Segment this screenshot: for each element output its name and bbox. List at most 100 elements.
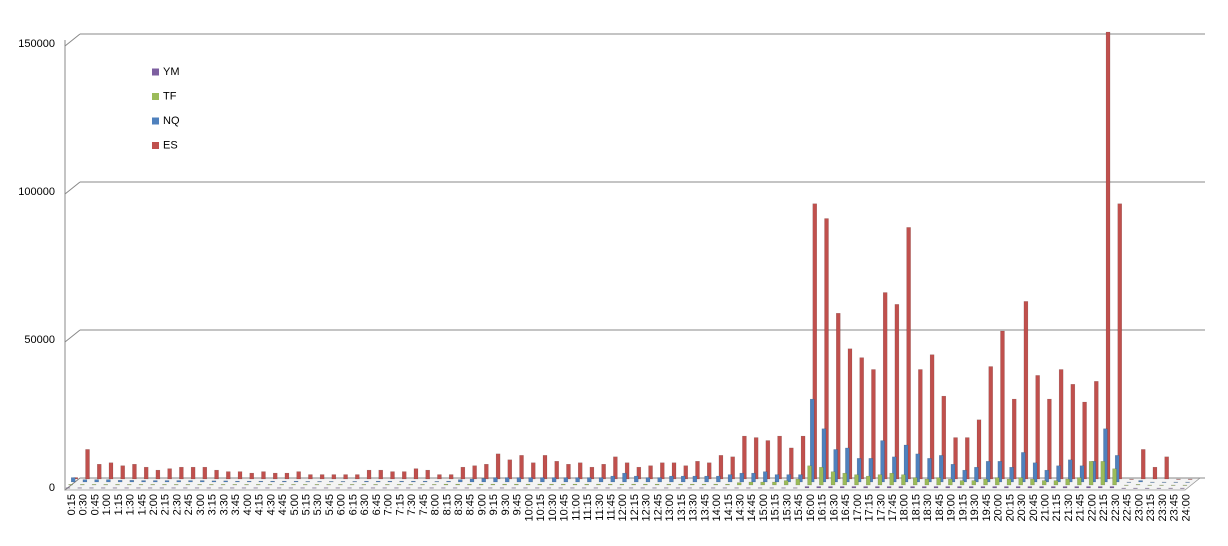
bar — [366, 469, 372, 480]
bar — [460, 466, 466, 480]
bar — [1098, 486, 1103, 489]
bar — [737, 482, 742, 486]
bar — [962, 469, 967, 483]
bar — [959, 480, 965, 486]
bar — [1103, 428, 1108, 483]
x-tick-label: 6:30 — [359, 494, 371, 515]
bar — [129, 480, 135, 483]
legend-label: NQ — [163, 115, 180, 127]
bar — [542, 455, 548, 480]
x-tick-label: 16:00 — [805, 494, 817, 522]
bar — [713, 483, 718, 486]
bar — [1094, 381, 1099, 480]
bar — [561, 483, 566, 486]
bar — [1053, 480, 1059, 486]
x-tick-label: 1:00 — [101, 494, 113, 515]
bar — [628, 487, 634, 489]
bar — [246, 480, 252, 483]
x-tick-label: 5:00 — [289, 494, 301, 515]
bar — [816, 486, 821, 489]
x-tick-label: 18:45 — [934, 494, 946, 522]
bar — [91, 484, 97, 486]
bar — [596, 483, 601, 486]
bar — [777, 435, 782, 480]
x-tick-label: 11:45 — [605, 494, 617, 521]
bar — [370, 487, 376, 489]
bar — [941, 395, 947, 480]
x-tick-label: 14:00 — [711, 494, 723, 522]
bar — [570, 487, 575, 489]
bar — [100, 487, 106, 489]
x-tick-label: 20:30 — [1016, 494, 1028, 522]
bar — [124, 487, 129, 489]
bar — [312, 487, 317, 489]
legend-label: YM — [163, 66, 180, 78]
bar — [141, 480, 146, 483]
bar — [847, 348, 853, 480]
bar — [429, 487, 434, 489]
bar — [273, 472, 278, 480]
bar — [927, 458, 932, 483]
bar — [326, 484, 331, 486]
bar — [373, 484, 378, 486]
bar — [382, 487, 387, 489]
bar — [950, 464, 956, 483]
bar — [680, 475, 686, 483]
bar — [760, 481, 765, 486]
bar — [80, 484, 85, 486]
x-tick-label: 18:00 — [899, 494, 911, 522]
bar — [1173, 481, 1179, 483]
bar — [1185, 481, 1190, 483]
bar — [1035, 375, 1040, 480]
bar — [147, 487, 153, 489]
bar — [441, 487, 446, 489]
bar — [1027, 486, 1033, 489]
x-tick-label: 0:30 — [78, 494, 90, 515]
bar — [607, 483, 613, 486]
bar — [877, 474, 883, 486]
bar — [394, 487, 399, 489]
bar — [631, 483, 636, 486]
bar — [361, 484, 367, 486]
bar — [417, 487, 423, 489]
bar — [202, 466, 208, 480]
bar — [948, 478, 953, 486]
bar — [296, 471, 301, 480]
legend-label: TF — [163, 90, 177, 102]
bar — [1032, 462, 1038, 483]
bar — [420, 484, 425, 486]
x-tick-label: 21:15 — [1051, 494, 1063, 522]
bar — [903, 444, 909, 483]
bar — [953, 437, 958, 480]
bar — [452, 487, 458, 489]
bar — [237, 471, 243, 480]
bar — [516, 477, 522, 483]
bar — [89, 487, 94, 489]
bar — [575, 477, 580, 483]
bar — [566, 464, 571, 480]
bar — [894, 304, 900, 480]
bar — [540, 477, 545, 483]
bar — [918, 369, 923, 480]
bar — [223, 480, 228, 483]
bar — [634, 475, 639, 483]
x-tick-label: 23:45 — [1169, 494, 1181, 522]
bar — [856, 458, 862, 483]
bar — [704, 475, 709, 483]
bar — [179, 466, 184, 480]
bar — [303, 484, 308, 486]
bar — [906, 227, 911, 480]
bar — [314, 484, 320, 486]
bar — [718, 455, 724, 480]
x-tick-label: 4:15 — [254, 494, 266, 515]
bar — [753, 437, 759, 480]
x-tick-label: 2:00 — [148, 494, 160, 515]
bar — [241, 487, 247, 489]
bar — [725, 483, 730, 486]
bar — [132, 464, 137, 480]
bar — [1088, 461, 1094, 486]
bar — [472, 465, 477, 480]
bar — [1074, 486, 1079, 489]
bar — [1164, 456, 1169, 480]
